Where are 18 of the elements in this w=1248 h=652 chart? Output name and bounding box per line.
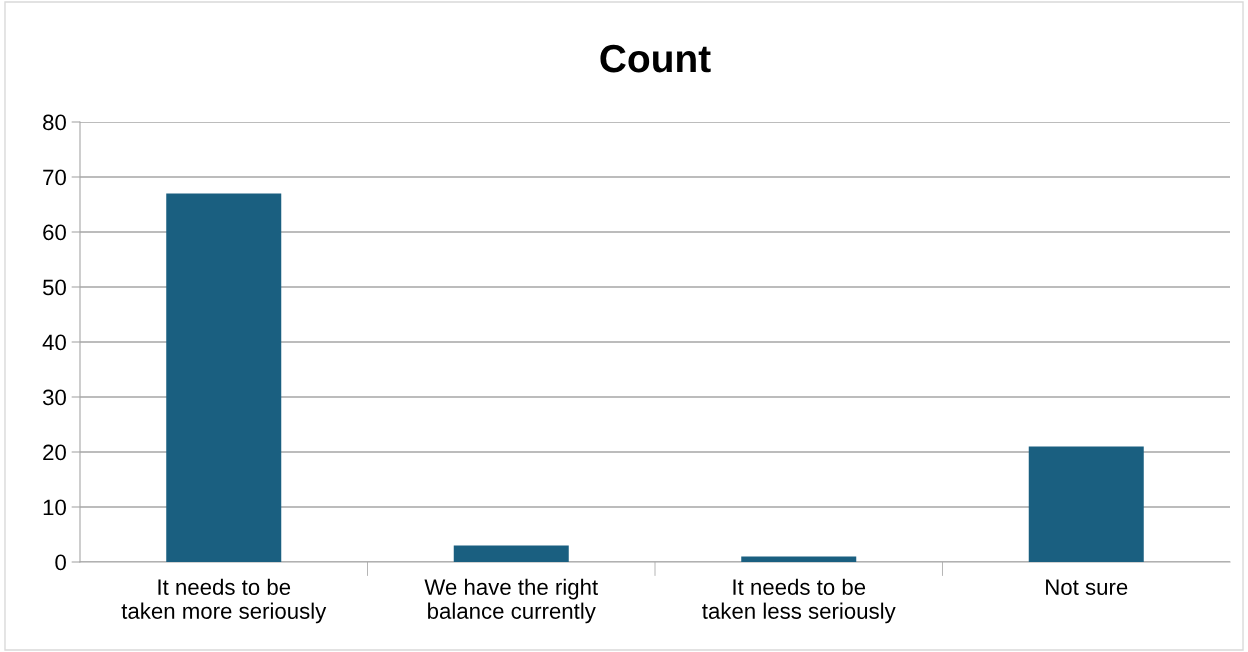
x-tick-label: Not sure [1046, 579, 1128, 595]
y-tick-label: 80 [43, 114, 66, 131]
y-tick-label: 60 [43, 224, 66, 241]
x-tick-label: We have the right balance currently [424, 578, 598, 624]
x-tick-label: It needs to be taken more seriously [121, 578, 327, 624]
y-tick-label: 70 [43, 169, 66, 186]
y-tick-label: 20 [43, 444, 66, 461]
y-tick-label: 30 [42, 389, 66, 406]
x-tick-label: It needs to be taken less seriously [702, 578, 896, 624]
chart-title: Count [600, 44, 711, 73]
bar [166, 193, 282, 562]
y-tick-label: 0 [55, 554, 66, 571]
y-tick-label: 50 [42, 279, 66, 296]
y-tick-label: 10 [43, 499, 66, 516]
bar [453, 545, 569, 562]
bar [1028, 446, 1144, 562]
y-tick-label: 40 [42, 334, 66, 351]
bar [741, 556, 857, 562]
